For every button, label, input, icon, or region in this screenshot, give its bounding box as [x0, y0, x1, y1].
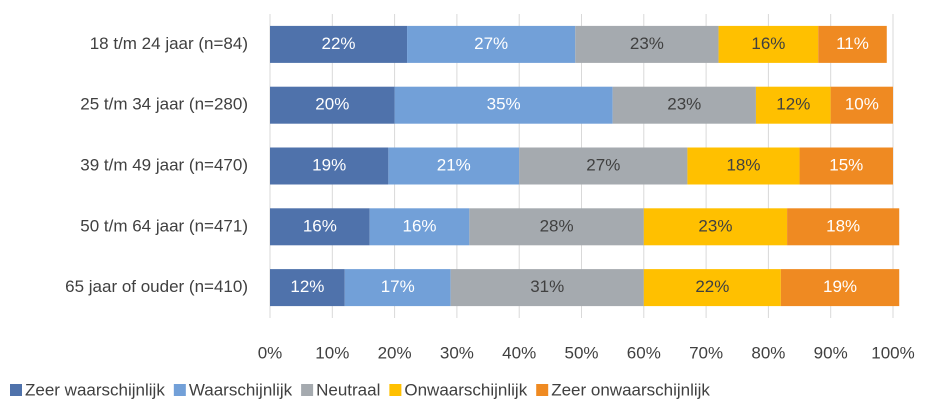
bar-segment	[450, 269, 644, 307]
data-label: 12%	[776, 95, 810, 114]
bar-segment	[612, 86, 756, 124]
bar-segment	[755, 86, 831, 124]
data-label: 35%	[487, 95, 521, 114]
data-label: 11%	[836, 34, 869, 53]
data-label: 22%	[695, 277, 729, 296]
bar-segment	[407, 25, 576, 63]
x-tick-label: 30%	[440, 343, 474, 362]
data-label: 23%	[667, 95, 701, 114]
data-label: 23%	[698, 216, 732, 235]
legend-swatch	[10, 384, 22, 396]
data-label: 17%	[381, 277, 415, 296]
x-tick-label: 70%	[689, 343, 723, 362]
bar-segment	[818, 25, 887, 63]
x-tick-label: 40%	[502, 343, 536, 362]
bar-segment	[394, 86, 613, 124]
data-label: 18%	[826, 216, 860, 235]
data-label: 27%	[474, 34, 508, 53]
x-tick-label: 10%	[315, 343, 349, 362]
y-tick-label: 25 t/m 34 jaar (n=280)	[80, 95, 248, 114]
bar-segment	[787, 208, 900, 246]
data-label: 31%	[530, 277, 564, 296]
bar-segment	[519, 147, 688, 185]
bar-segment	[388, 147, 520, 185]
data-label: 27%	[586, 155, 620, 174]
x-tick-label: 80%	[751, 343, 785, 362]
data-label: 20%	[315, 95, 349, 114]
y-tick-label: 18 t/m 24 jaar (n=84)	[90, 34, 248, 53]
bar-segment	[799, 147, 893, 185]
data-label: 16%	[303, 216, 337, 235]
data-label: 28%	[540, 216, 574, 235]
x-tick-label: 60%	[627, 343, 661, 362]
x-tick-label: 90%	[814, 343, 848, 362]
legend-label: Onwaarschijnlijk	[404, 380, 527, 399]
x-tick-label: 20%	[378, 343, 412, 362]
data-label: 19%	[312, 155, 346, 174]
bar-segment	[643, 269, 781, 307]
y-tick-label: 39 t/m 49 jaar (n=470)	[80, 155, 248, 174]
bar-segment	[830, 86, 893, 124]
bar-segment	[270, 269, 345, 307]
data-label: 21%	[437, 155, 471, 174]
bar-segment	[344, 269, 451, 307]
bar-segment	[270, 86, 395, 124]
legend-label: Zeer onwaarschijnlijk	[551, 380, 710, 399]
x-tick-label: 0%	[258, 343, 283, 362]
data-label: 12%	[290, 277, 324, 296]
legend-swatch	[536, 384, 549, 396]
bar-segment	[469, 208, 644, 246]
bar-segment	[270, 25, 408, 63]
data-label: 23%	[630, 34, 664, 53]
legend-swatch	[389, 384, 402, 396]
data-label: 16%	[751, 34, 785, 53]
legend-label: Neutraal	[316, 380, 380, 399]
bar-segment	[270, 208, 370, 246]
data-label: 22%	[322, 34, 356, 53]
bar-segment	[369, 208, 470, 246]
data-label: 10%	[845, 95, 879, 114]
x-tick-label: 50%	[564, 343, 598, 362]
y-tick-label: 50 t/m 64 jaar (n=471)	[80, 216, 248, 235]
legend-swatch	[173, 384, 186, 396]
data-label: 16%	[403, 216, 437, 235]
legend-swatch	[301, 384, 314, 396]
bar-segment	[643, 208, 788, 246]
data-label: 18%	[726, 155, 760, 174]
bar-segment	[780, 269, 900, 307]
x-tick-label: 100%	[871, 343, 914, 362]
bar-segment	[687, 147, 800, 185]
bar-segment	[575, 25, 719, 63]
data-label: 19%	[823, 277, 857, 296]
legend-label: Zeer waarschijnlijk	[25, 380, 165, 399]
y-tick-label: 65 jaar of ouder (n=410)	[65, 277, 248, 296]
bar-segment	[718, 25, 819, 63]
legend-label: Waarschijnlijk	[189, 380, 293, 399]
bar-segment	[270, 147, 389, 185]
data-label: 15%	[829, 155, 863, 174]
